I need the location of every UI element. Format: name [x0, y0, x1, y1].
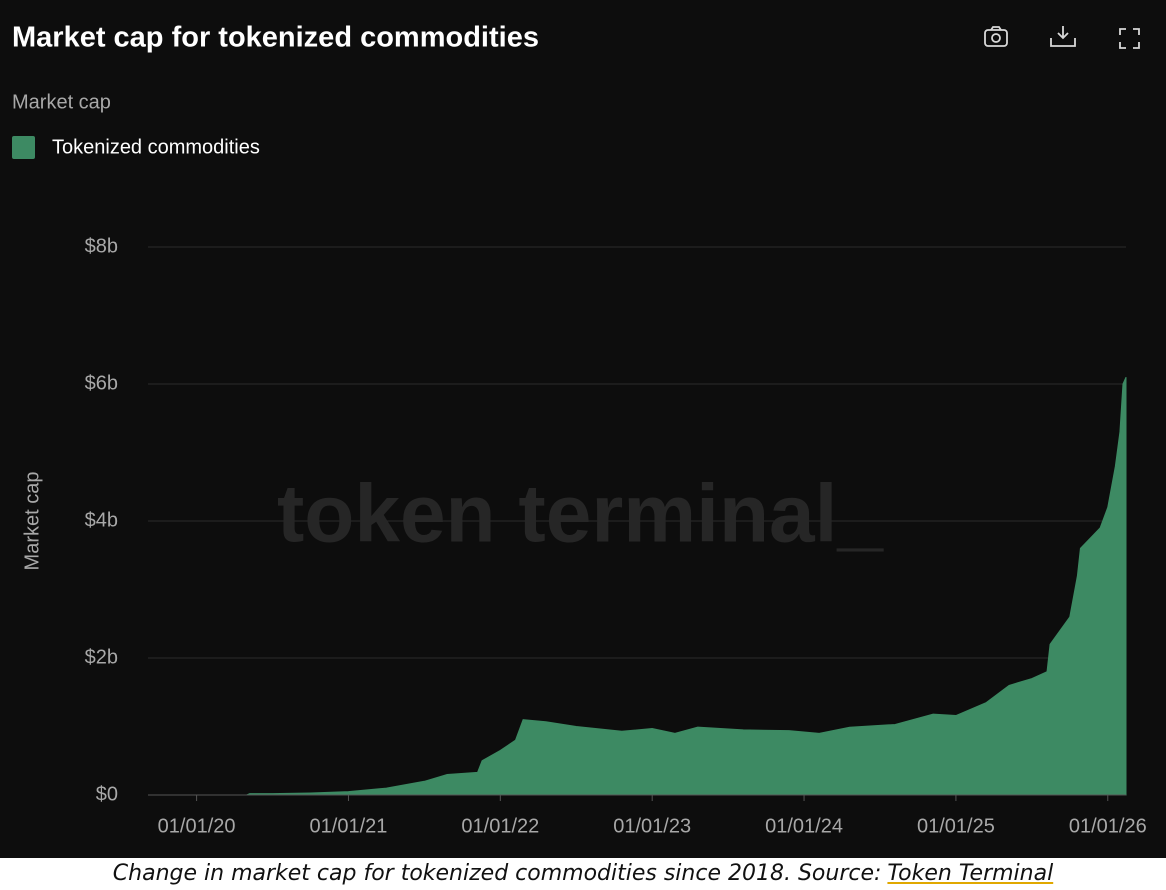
caption: Change in market cap for tokenized commo…: [0, 858, 1166, 890]
y-tick-label: $8b: [85, 235, 118, 257]
y-tick-label: $6b: [85, 372, 118, 394]
x-tick-label: 01/01/23: [613, 815, 691, 837]
y-axis-label: Market cap: [21, 472, 43, 571]
x-tick-label: 01/01/22: [461, 815, 539, 837]
y-tick-label: $0: [96, 783, 118, 805]
download-button[interactable]: [1050, 26, 1076, 47]
screenshot-button[interactable]: [984, 26, 1008, 47]
toolbar: [984, 26, 1140, 49]
y-tick-label: $2b: [85, 646, 118, 668]
legend-label[interactable]: Tokenized commodities: [52, 136, 260, 158]
source-link[interactable]: Token Terminal: [887, 861, 1054, 886]
chart-title: Market cap for tokenized commodities: [12, 22, 539, 54]
chart: Market cap for tokenized commodities Mar…: [0, 0, 1166, 858]
fullscreen-button[interactable]: [1119, 28, 1140, 49]
x-tick-label: 01/01/21: [310, 815, 388, 837]
watermark: token terminal_: [277, 469, 884, 560]
x-tick-label: 01/01/25: [917, 815, 995, 837]
y-tick-label: $4b: [85, 509, 118, 531]
x-tick-label: 01/01/24: [765, 815, 843, 837]
x-tick-label: 01/01/20: [158, 815, 236, 837]
legend-title: Market cap: [12, 91, 111, 113]
x-tick-label: 01/01/26: [1069, 815, 1147, 837]
caption-text: Change in market cap for tokenized commo…: [112, 861, 882, 886]
legend-swatch[interactable]: [12, 136, 35, 159]
area: [148, 376, 1127, 796]
